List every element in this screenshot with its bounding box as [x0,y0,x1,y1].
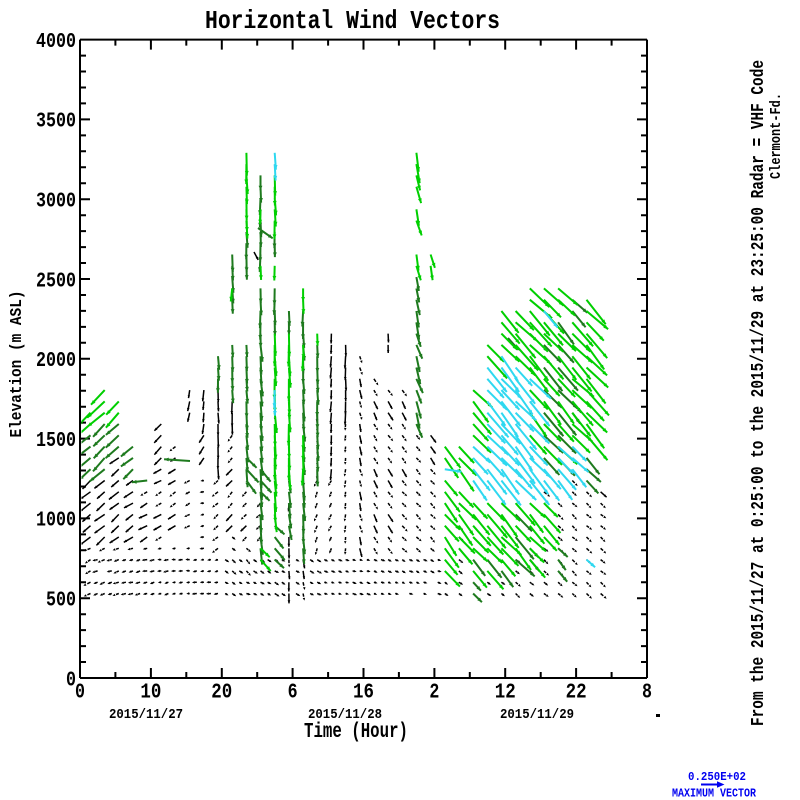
svg-text:8: 8 [642,682,652,705]
svg-text:500: 500 [46,590,76,613]
svg-text:22: 22 [566,682,587,705]
svg-text:1500: 1500 [36,430,76,453]
svg-text:3500: 3500 [36,111,76,134]
svg-text:0: 0 [75,682,85,705]
svg-text:4000: 4000 [36,31,76,54]
svg-text:2: 2 [429,682,439,705]
svg-text:10: 10 [140,682,161,705]
svg-text:2500: 2500 [36,270,76,293]
svg-text:1000: 1000 [36,510,76,533]
svg-text:From the 2015/11/27 at 0:25:0: From the 2015/11/27 at 0:25:00 to the 20… [749,60,769,726]
svg-text:2000: 2000 [36,350,76,373]
svg-text:20: 20 [211,682,232,705]
svg-text:2015/11/28: 2015/11/28 [308,707,382,723]
svg-text:Elevation (m ASL): Elevation (m ASL) [8,291,27,438]
svg-text:0.250E+02: 0.250E+02 [688,770,746,784]
svg-text:Time (Hour): Time (Hour) [304,721,408,744]
svg-text:MAXIMUM VECTOR: MAXIMUM VECTOR [672,787,757,800]
svg-text:Horizontal Wind Vectors: Horizontal Wind Vectors [205,6,500,36]
svg-text:0: 0 [66,669,76,692]
svg-text:6: 6 [288,682,298,705]
svg-text:16: 16 [353,682,374,705]
svg-text:3000: 3000 [36,191,76,214]
svg-text:2015/11/29: 2015/11/29 [500,707,574,723]
svg-text:2015/11/27: 2015/11/27 [109,707,183,723]
svg-text:Clermont-Fd.: Clermont-Fd. [768,93,785,179]
svg-text:12: 12 [495,682,516,705]
